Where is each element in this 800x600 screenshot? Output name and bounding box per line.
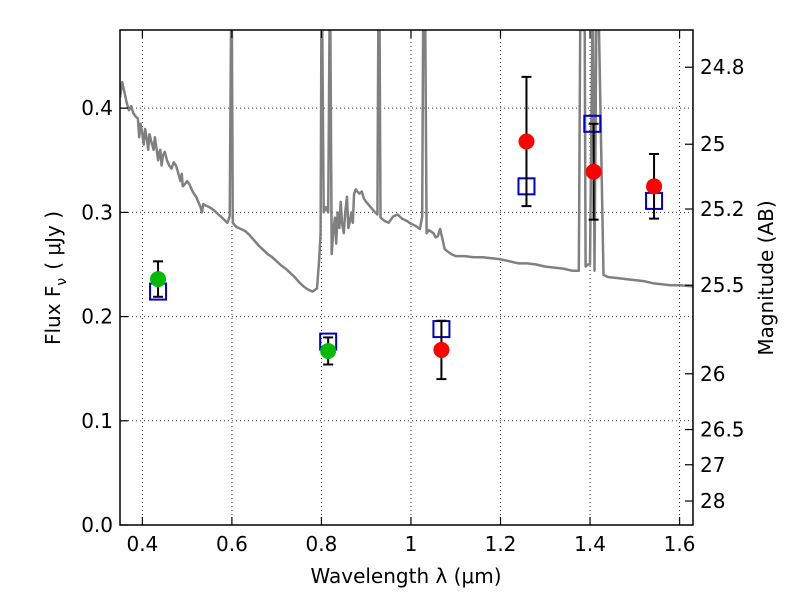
y-axis-label-group: Flux Fν ( μJy ) <box>41 211 70 345</box>
observed-flux-circle-marker <box>150 271 167 288</box>
y2-tick-label: 24.8 <box>700 55 745 79</box>
x-tick-label: 0.4 <box>126 532 158 556</box>
y-tick-label: 0.1 <box>81 409 113 433</box>
y2-tick-label: 25 <box>700 132 725 156</box>
y2-tick-label: 26 <box>700 362 725 386</box>
y-axis-label: Flux Fν ( μJy ) <box>41 211 70 345</box>
x-axis-label: Wavelength λ (μm) <box>310 564 501 588</box>
observed-flux-circle-marker <box>433 341 450 358</box>
y2-tick-label: 28 <box>700 489 725 513</box>
x-tick-label: 1 <box>405 532 418 556</box>
y-tick-label: 0.3 <box>81 200 113 224</box>
axis-ticks: 0.4 0.6 0.8 1 1.2 1.4 1.6 0.0 0.1 0.2 0.3 0.4 24.8 25… <box>81 30 745 556</box>
plot-frame <box>119 29 694 526</box>
y-axis-label-units: ( μJy ) <box>41 211 65 270</box>
model-spectrum-line <box>120 30 693 293</box>
model-flux-square-marker <box>583 114 602 133</box>
observed-flux-circle-marker <box>646 178 663 195</box>
y-tick-label: 0.0 <box>81 513 113 537</box>
x-tick-label: 1.2 <box>485 532 517 556</box>
observed-flux-circle-marker <box>320 342 337 359</box>
y2-tick-label: 27 <box>700 453 725 477</box>
y-axis-label-sub: ν <box>54 278 70 286</box>
y2-tick-label: 26.5 <box>700 418 745 442</box>
y-tick-label: 0.4 <box>81 96 113 120</box>
spectrum-layer <box>120 30 693 293</box>
y2-tick-label: 25.5 <box>700 273 745 297</box>
data-points-layer <box>149 75 664 381</box>
x-tick-label: 0.6 <box>216 532 248 556</box>
y2-tick-label: 25.2 <box>700 197 745 221</box>
observed-flux-circle-marker <box>585 163 602 180</box>
y-axis-label-main: Flux F <box>41 286 65 345</box>
y2-axis-label: Magnitude (AB) <box>754 200 778 355</box>
x-tick-label: 1.4 <box>574 532 606 556</box>
x-tick-label: 1.6 <box>664 532 696 556</box>
y-tick-label: 0.2 <box>81 305 113 329</box>
grid-lines <box>120 30 693 526</box>
observed-flux-circle-marker <box>518 133 535 150</box>
x-tick-label: 0.8 <box>306 532 338 556</box>
